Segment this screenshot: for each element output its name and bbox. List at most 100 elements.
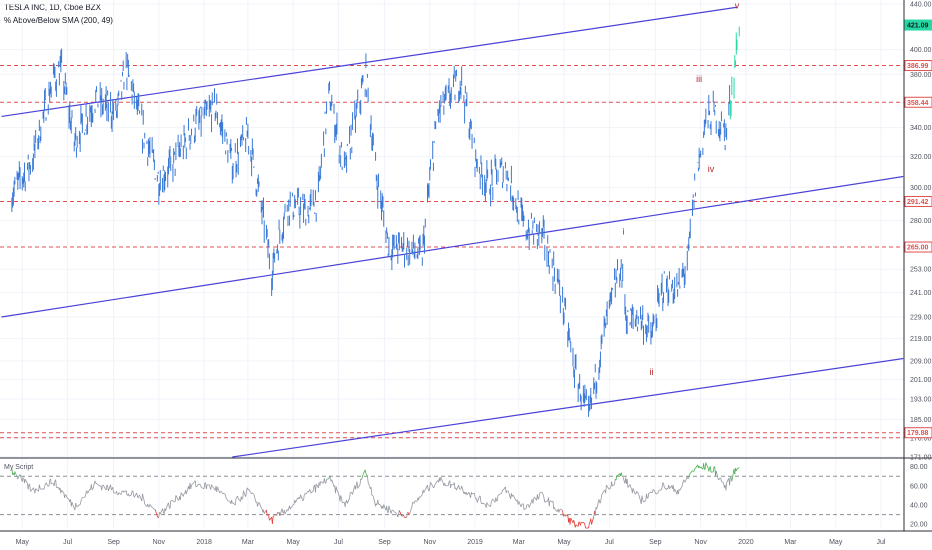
oscillator-segment	[35, 488, 39, 491]
oscillator-segment	[64, 494, 66, 498]
oscillator-segment	[325, 479, 327, 484]
oscillator-segment	[591, 516, 595, 525]
oscillator-segment	[693, 468, 696, 472]
oscillator-segment	[105, 484, 108, 491]
oscillator-segment	[424, 489, 426, 491]
oscillator-segment	[302, 499, 304, 501]
oscillator-segment	[720, 477, 722, 482]
oscillator-segment	[615, 475, 618, 481]
oscillator-segment	[721, 481, 724, 484]
oscillator-segment	[179, 492, 182, 500]
oscillator-segment	[271, 516, 274, 524]
oscillator-segment	[17, 476, 19, 480]
oscillator-title: My Script	[4, 464, 33, 471]
oscillator-segment	[695, 464, 699, 469]
oscillator-segment	[335, 486, 338, 490]
oscillator-segment	[548, 500, 551, 507]
price-tick-label: 380.00	[910, 72, 932, 79]
oscillator-segment	[580, 522, 582, 526]
price-tick-label: 253.00	[910, 267, 932, 274]
oscillator-segment	[650, 491, 652, 493]
oscillator-segment	[75, 503, 77, 507]
time-tick-label: Jul	[63, 539, 72, 546]
oscillator-segment	[263, 509, 265, 514]
oscillator-segment	[560, 508, 563, 511]
oscillator-segment	[253, 494, 257, 503]
oscillator-segment	[605, 485, 607, 494]
oscillator-segment	[151, 507, 154, 509]
oscillator-segment	[38, 484, 41, 489]
price-tick-label: 280.00	[910, 218, 932, 225]
oscillator-segment	[251, 492, 253, 495]
time-tick-label: Sep	[107, 539, 120, 546]
oscillator-segment	[614, 478, 616, 485]
oscillator-segment	[372, 496, 376, 507]
oscillator-segment	[125, 490, 128, 495]
oscillator-segment	[364, 469, 367, 474]
oscillator-segment	[18, 475, 20, 478]
oscillator-segment	[630, 487, 632, 489]
oscillator-segment	[485, 502, 488, 508]
oscillator-segment	[672, 484, 675, 492]
oscillator-segment	[518, 501, 522, 508]
oscillator-segment	[412, 501, 414, 504]
oscillator-segment	[357, 484, 361, 489]
oscillator-segment	[632, 488, 636, 495]
oscillator-segment	[522, 503, 525, 510]
oscillator-segment	[578, 521, 581, 524]
oscillator-segment	[185, 486, 189, 495]
oscillator-segment	[554, 507, 556, 510]
oscillator-segment	[154, 509, 158, 517]
oscillator-segment	[661, 482, 664, 488]
oscillator-tick-label: 80.00	[910, 464, 928, 471]
oscillator-segment	[543, 498, 546, 503]
oscillator-segment	[423, 490, 425, 493]
oscillator-segment	[447, 481, 450, 486]
oscillator-segment	[211, 486, 215, 490]
oscillator-segment	[367, 482, 371, 489]
oscillator-segment	[370, 487, 373, 496]
oscillator-segment	[512, 494, 514, 497]
price-tag	[904, 96, 932, 108]
oscillator-segment	[643, 500, 646, 503]
oscillator-segment	[419, 494, 423, 498]
oscillator-segment	[729, 477, 731, 486]
oscillator-segment	[552, 501, 555, 509]
price-tag	[904, 60, 932, 72]
oscillator-segment	[14, 471, 18, 478]
oscillator-segment	[594, 507, 597, 516]
oscillator-segment	[523, 507, 527, 511]
oscillator-segment	[283, 509, 286, 515]
oscillator-segment	[268, 515, 270, 521]
oscillator-segment	[362, 469, 366, 475]
oscillator-segment	[356, 481, 359, 489]
oscillator-segment	[336, 489, 340, 496]
oscillator-segment	[629, 484, 632, 488]
oscillator-segment	[279, 508, 283, 517]
oscillator-segment	[687, 477, 690, 480]
oscillator-segment	[136, 492, 138, 496]
oscillator-segment	[497, 493, 501, 496]
price-tick-label: 300.00	[910, 185, 932, 192]
oscillator-segment	[570, 517, 574, 524]
oscillator-segment	[30, 488, 33, 492]
oscillator-segment	[490, 501, 492, 507]
oscillator-segment	[495, 497, 497, 502]
oscillator-segment	[225, 496, 227, 500]
oscillator-segment	[704, 462, 707, 470]
oscillator-segment	[107, 484, 111, 492]
oscillator-segment	[470, 492, 472, 498]
price-tag-label: 265.00	[907, 245, 929, 252]
oscillator-segment	[600, 494, 603, 499]
oscillator-segment	[490, 500, 493, 502]
oscillator-segment	[143, 499, 146, 505]
oscillator-segment	[246, 487, 248, 493]
oscillator-segment	[681, 482, 684, 487]
time-tick-label: 2020	[738, 539, 754, 546]
oscillator-segment	[712, 466, 715, 472]
oscillator-segment	[735, 468, 738, 471]
time-tick-label: May	[16, 539, 30, 546]
oscillator-segment	[132, 490, 134, 496]
oscillator-segment	[203, 482, 206, 489]
